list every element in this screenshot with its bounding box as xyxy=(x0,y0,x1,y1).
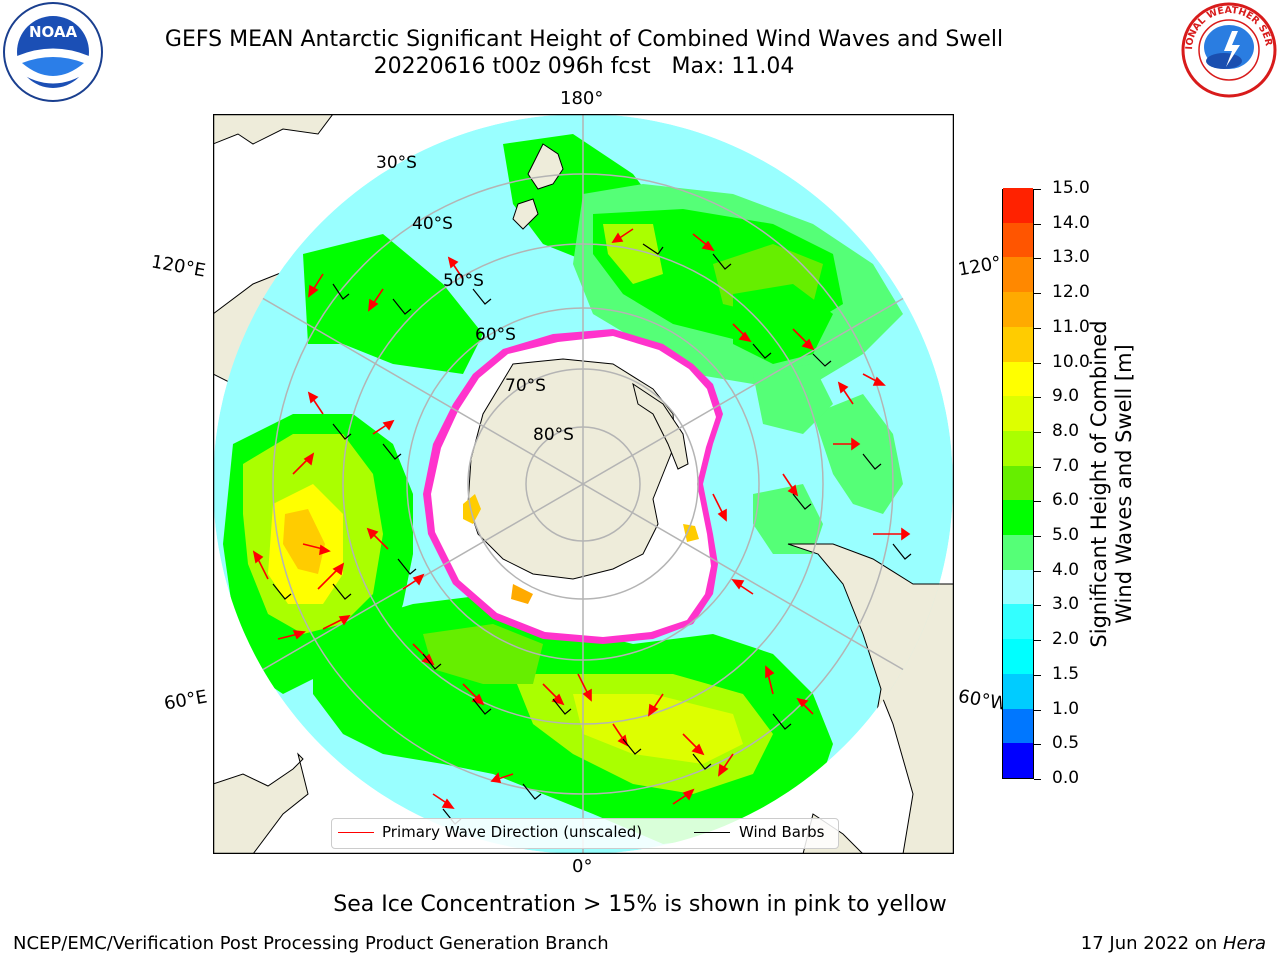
colorbar-tick-label: 10.0 xyxy=(1052,351,1090,372)
forecast-subtitle: 20220616 t00z 096h fcst Max: 11.04 xyxy=(373,54,795,79)
colorbar-tick xyxy=(1034,640,1041,642)
polar-map xyxy=(212,113,955,855)
colorbar xyxy=(1002,187,1034,779)
svg-text:NOAA: NOAA xyxy=(29,23,78,41)
colorbar-tick-label: 5.0 xyxy=(1052,525,1080,546)
noaa-logo: NOAA xyxy=(2,1,104,107)
colorbar-segment xyxy=(1003,187,1033,223)
colorbar-tick xyxy=(1034,779,1041,780)
colorbar-segment xyxy=(1003,638,1033,674)
map-legend: Primary Wave Direction (unscaled) Wind B… xyxy=(331,818,839,849)
colorbar-tick xyxy=(1034,570,1041,572)
wind-barb-swatch xyxy=(694,832,730,833)
colorbar-segment xyxy=(1003,708,1033,744)
map-title: GEFS MEAN Antarctic Significant Height o… xyxy=(164,27,1004,52)
colorbar-tick xyxy=(1034,362,1041,364)
colorbar-tick xyxy=(1034,466,1041,468)
lon-label-120e: 120°E xyxy=(149,251,208,282)
colorbar-tick-label: 1.0 xyxy=(1052,698,1080,719)
colorbar-segment xyxy=(1003,603,1033,640)
map-canvas xyxy=(212,113,955,855)
colorbar-tick xyxy=(1034,674,1041,676)
colorbar-tick xyxy=(1034,293,1041,295)
colorbar-tick-label: 14.0 xyxy=(1052,212,1090,233)
colorbar-tick-label: 12.0 xyxy=(1052,282,1090,303)
wind-barbs xyxy=(272,243,912,825)
footer-host: Hera xyxy=(1222,933,1266,954)
colorbar-tick-label: 11.0 xyxy=(1052,316,1090,337)
graticule xyxy=(213,114,953,854)
wave-direction-swatch xyxy=(338,832,374,833)
colorbar-segment xyxy=(1003,499,1033,536)
colorbar-tick-label: 8.0 xyxy=(1052,420,1080,441)
footer-date: 17 Jun 2022 on Hera xyxy=(1080,933,1266,954)
nws-logo: NATIONAL WEATHER SERVICE xyxy=(1176,0,1278,103)
colorbar-tick xyxy=(1034,397,1041,399)
colorbar-tick-label: 2.0 xyxy=(1052,629,1080,650)
map-border xyxy=(212,113,955,855)
colorbar-segment xyxy=(1003,742,1033,778)
colorbar-tick xyxy=(1034,327,1041,329)
lat-label-80s: 80°S xyxy=(533,425,574,445)
lat-label-60s: 60°S xyxy=(475,325,516,345)
colorbar-segment xyxy=(1003,673,1033,709)
colorbar-tick-label: 15.0 xyxy=(1052,178,1090,198)
lat-label-30s: 30°S xyxy=(376,153,417,173)
lon-label-60e: 60°E xyxy=(162,686,209,715)
colorbar-tick-label: 1.5 xyxy=(1052,663,1080,684)
colorbar-segment xyxy=(1003,222,1033,258)
colorbar-tick xyxy=(1034,709,1041,711)
lon-label-0: 0° xyxy=(572,856,593,877)
colorbar-segment xyxy=(1003,465,1033,501)
colorbar-tick xyxy=(1034,189,1041,190)
lon-label-180: 180° xyxy=(560,88,604,109)
colorbar-tick-label: 13.0 xyxy=(1052,247,1090,268)
colorbar-tick xyxy=(1034,605,1041,607)
lon-label-120w: 120° xyxy=(956,252,1003,281)
lat-label-40s: 40°S xyxy=(412,214,453,234)
colorbar-tick xyxy=(1034,501,1041,503)
lat-label-50s: 50°S xyxy=(443,271,484,291)
colorbar-tick-label: 7.0 xyxy=(1052,455,1080,476)
colorbar-tick-label: 0.0 xyxy=(1052,768,1080,788)
colorbar-segment xyxy=(1003,291,1033,327)
wave-height-field xyxy=(223,134,903,844)
colorbar-segment xyxy=(1003,395,1033,431)
wave-direction-legend-label: Primary Wave Direction (unscaled) xyxy=(382,823,643,841)
colorbar-tick xyxy=(1034,431,1041,433)
footer-producer: NCEP/EMC/Verification Post Processing Pr… xyxy=(13,933,609,954)
colorbar-segment xyxy=(1003,534,1033,570)
lat-label-70s: 70°S xyxy=(505,376,546,396)
wind-barb-legend-label: Wind Barbs xyxy=(739,823,825,841)
colorbar-tick xyxy=(1034,536,1041,538)
colorbar-segment xyxy=(1003,256,1033,293)
colorbar-tick-label: 0.5 xyxy=(1052,733,1080,754)
colorbar-segment xyxy=(1003,326,1033,362)
colorbar-tick xyxy=(1034,744,1041,746)
colorbar-segment xyxy=(1003,430,1033,466)
colorbar-tick-label: 4.0 xyxy=(1052,559,1080,580)
colorbar-label: Significant Height of Combined Wind Wave… xyxy=(1087,320,1136,648)
colorbar-segment xyxy=(1003,361,1033,397)
colorbar-segment xyxy=(1003,569,1033,605)
colorbar-tick xyxy=(1034,223,1041,225)
colorbar-tick-label: 9.0 xyxy=(1052,386,1080,407)
colorbar-tick-label: 6.0 xyxy=(1052,490,1080,511)
colorbar-tick-label: 3.0 xyxy=(1052,594,1080,615)
sea-ice-note: Sea Ice Concentration > 15% is shown in … xyxy=(333,892,947,917)
colorbar-tick xyxy=(1034,258,1041,260)
